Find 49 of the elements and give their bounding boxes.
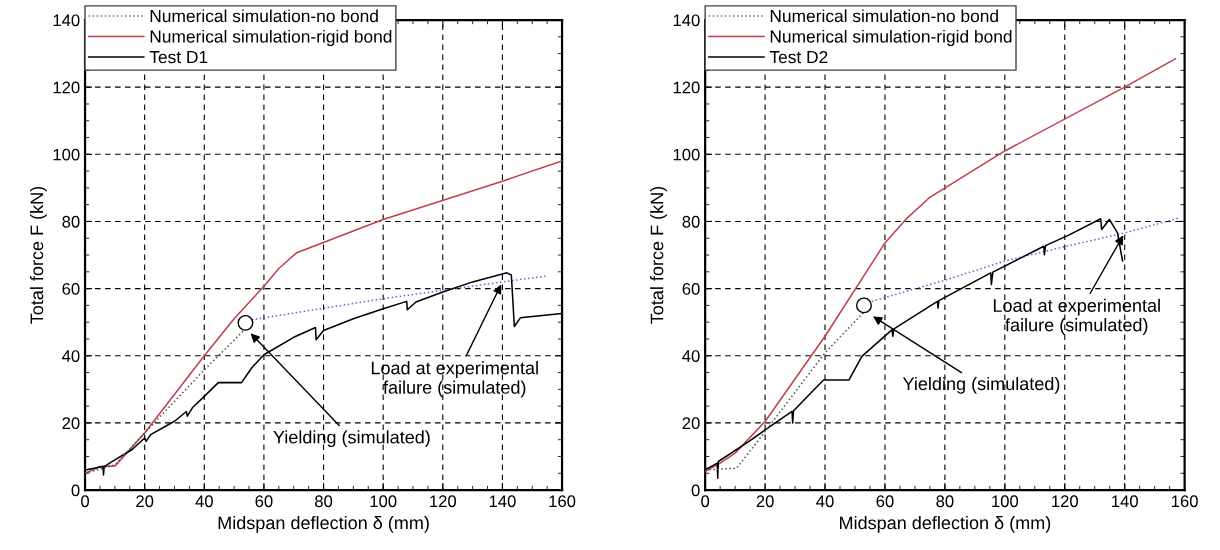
x-tick-label: 100 bbox=[370, 495, 397, 508]
x-tick-label: 120 bbox=[1052, 495, 1079, 508]
x-tick-label: 140 bbox=[1112, 495, 1138, 508]
y-tick-label: 60 bbox=[62, 283, 80, 295]
y-tick-label: 0 bbox=[71, 484, 80, 497]
y-tick-label: 120 bbox=[673, 81, 700, 94]
x-tick-label: 160 bbox=[1171, 495, 1198, 508]
y-tick-label: 0 bbox=[691, 484, 700, 497]
y-tick-label: 100 bbox=[673, 148, 700, 161]
annotation: Yielding (simulated) bbox=[902, 376, 1060, 394]
y-axis-title: Total force F (kN) bbox=[650, 186, 667, 324]
x-axis-title: Midspan deflection δ (mm) bbox=[218, 516, 429, 533]
y-tick-label: 80 bbox=[62, 215, 80, 228]
x-tick-label: 0 bbox=[81, 495, 90, 508]
y-tick-label: 40 bbox=[682, 350, 700, 362]
legend-label: Test D2 bbox=[769, 50, 828, 64]
legend-label: Numerical simulation-no bond bbox=[150, 9, 378, 23]
x-tick-label: 20 bbox=[756, 495, 774, 508]
x-tick-label: 160 bbox=[549, 495, 576, 508]
annotation: Load at experimental failure (simulated) bbox=[993, 298, 1160, 335]
x-tick-label: 40 bbox=[816, 495, 834, 508]
x-tick-label: 60 bbox=[876, 495, 894, 508]
x-tick-label: 40 bbox=[195, 495, 213, 508]
line-series bbox=[85, 160, 563, 475]
x-tick-label: 80 bbox=[936, 495, 954, 508]
y-axis-title: Total force F (kN) bbox=[29, 186, 47, 324]
x-tick-label: 140 bbox=[489, 495, 516, 508]
x-axis-title: Midspan deflection δ (mm) bbox=[840, 516, 1051, 533]
legend-label: Numerical simulation-rigid bond bbox=[770, 29, 1012, 47]
y-tick-label: 140 bbox=[673, 14, 700, 27]
y-tick-label: 120 bbox=[53, 81, 80, 94]
y-tick-label: 20 bbox=[682, 417, 700, 430]
y-tick-label: 40 bbox=[62, 350, 80, 362]
y-tick-label: 80 bbox=[682, 215, 700, 228]
x-tick-label: 20 bbox=[136, 495, 154, 508]
y-tick-label: 140 bbox=[53, 14, 80, 27]
y-tick-label: 60 bbox=[682, 283, 700, 295]
y-tick-label: 20 bbox=[62, 417, 80, 430]
legend-label: Test D1 bbox=[149, 51, 208, 64]
annotation: Yielding (simulated) bbox=[273, 430, 430, 448]
x-tick-label: 80 bbox=[315, 495, 333, 508]
x-tick-label: 100 bbox=[992, 495, 1019, 508]
x-tick-label: 60 bbox=[255, 495, 273, 508]
legend-label: Numerical simulation-no bond bbox=[770, 9, 998, 23]
legend-label: Numerical simulation-rigid bond bbox=[150, 29, 392, 47]
annotation: Load at experimental failure (simulated) bbox=[371, 361, 538, 398]
y-tick-label: 100 bbox=[53, 148, 80, 161]
x-tick-label: 0 bbox=[701, 495, 710, 508]
x-tick-label: 120 bbox=[430, 495, 457, 508]
